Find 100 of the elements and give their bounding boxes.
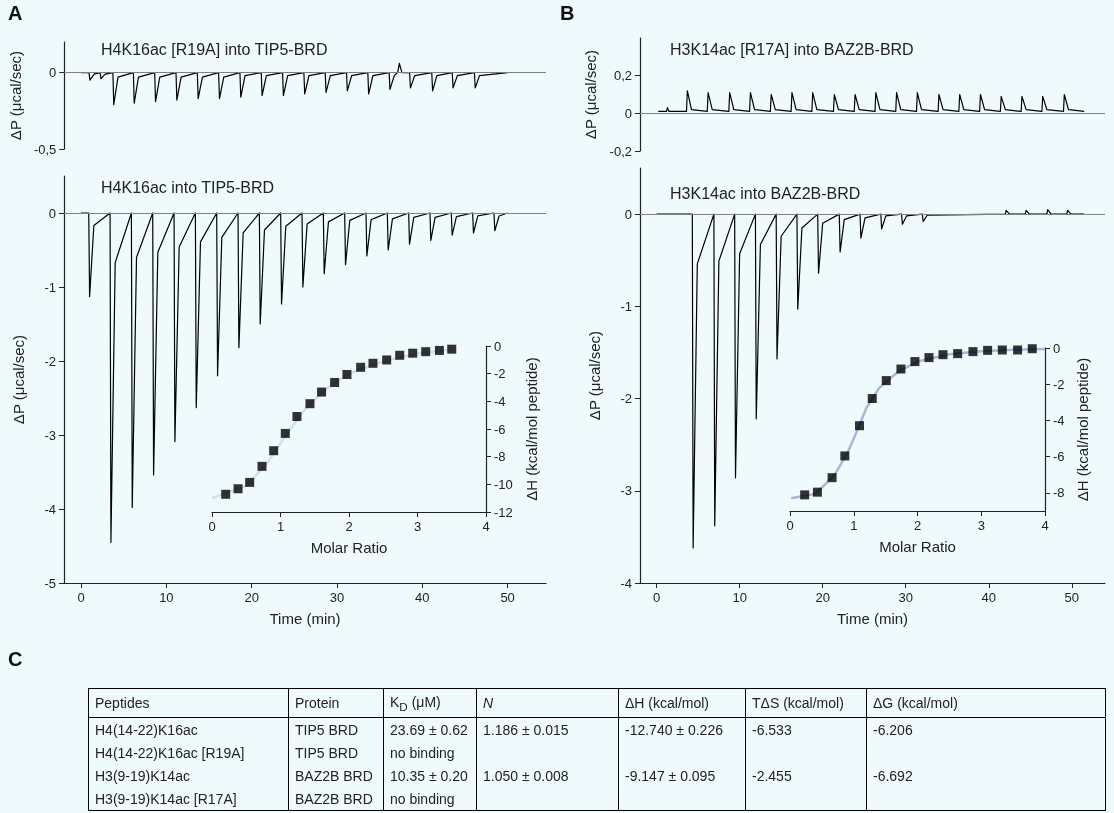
text: 1.050 ± 0.008 bbox=[483, 767, 569, 784]
text: -6.206 bbox=[873, 721, 913, 738]
y-tick-label: -4 bbox=[1053, 412, 1065, 428]
x-tick-label: 4 bbox=[482, 519, 490, 534]
x-tick-label: 0 bbox=[208, 519, 216, 534]
point bbox=[953, 349, 963, 359]
y-tick-label: -8 bbox=[494, 449, 506, 465]
text: 23.69 ± 0.62 bbox=[390, 721, 468, 738]
point bbox=[983, 345, 993, 355]
point bbox=[840, 451, 850, 461]
category-label: K$_{D}$ (μM) bbox=[383, 688, 477, 718]
y-tick-label: -8 bbox=[1053, 485, 1065, 501]
point bbox=[938, 350, 948, 360]
point bbox=[827, 473, 837, 483]
point bbox=[221, 489, 231, 499]
point bbox=[233, 484, 243, 494]
point bbox=[305, 399, 315, 409]
text: H3(9-19)K14ac bbox=[95, 767, 190, 784]
text: no binding bbox=[390, 744, 455, 761]
point bbox=[382, 355, 392, 365]
x-tick-label: 3 bbox=[977, 518, 985, 533]
y-tick-label: -4 bbox=[44, 501, 56, 517]
category-label: ΔG (kcal/mol) bbox=[866, 688, 1106, 718]
x-tick-label: 30 bbox=[898, 590, 913, 605]
chart-title: H4K16ac into TIP5-BRD bbox=[101, 178, 275, 196]
text: B bbox=[560, 2, 575, 25]
text: -12.740 ± 0.226 bbox=[625, 721, 723, 738]
x-tick-label: 4 bbox=[1041, 518, 1049, 533]
chart-title: H3K14ac [R17A] into BAZ2B-BRD bbox=[670, 40, 914, 58]
point bbox=[968, 347, 978, 357]
x-tick-label: 3 bbox=[413, 519, 422, 534]
category-label: ΔH (kcal/mol) bbox=[618, 688, 746, 718]
y-tick-label: -1 bbox=[620, 298, 632, 314]
point bbox=[924, 353, 934, 363]
x-axis-title: Time (min) bbox=[269, 610, 341, 627]
y-tick-label: -2 bbox=[1053, 376, 1065, 392]
category-label: N bbox=[476, 688, 619, 718]
point bbox=[342, 370, 352, 379]
y-tick-label: -0,5 bbox=[33, 141, 57, 157]
y-tick-label: -2 bbox=[44, 353, 56, 369]
x-tick-label: 1 bbox=[850, 518, 858, 533]
point bbox=[434, 345, 444, 355]
point bbox=[854, 421, 864, 431]
y-tick-label: -3 bbox=[44, 427, 56, 443]
text: H4(14-22)K16ac bbox=[95, 721, 198, 738]
y-tick-label: -6 bbox=[1053, 449, 1065, 465]
x-tick-label: 40 bbox=[415, 590, 430, 605]
point bbox=[292, 412, 302, 422]
y-tick-label: -4 bbox=[620, 575, 632, 591]
x-tick-label: 0 bbox=[786, 518, 794, 533]
y-tick-label: 0 bbox=[49, 65, 57, 81]
text: BAZ2B BRD bbox=[295, 767, 373, 784]
text: A bbox=[8, 2, 23, 25]
point bbox=[910, 357, 920, 367]
y-tick-label: -10 bbox=[494, 476, 513, 492]
category-label: TΔS (kcal/mol) bbox=[745, 688, 867, 718]
y-tick-label: -3 bbox=[620, 483, 632, 499]
text: -6.533 bbox=[752, 721, 792, 738]
y-tick-label: 0,2 bbox=[613, 68, 632, 84]
y-axis-title: ΔP (μcal/sec) bbox=[586, 330, 603, 421]
point bbox=[368, 358, 378, 368]
y-axis-title: ΔH (kcal/mol peptide) bbox=[522, 357, 540, 501]
point bbox=[269, 446, 279, 456]
y-tick-label: -5 bbox=[44, 575, 56, 591]
text: 10.35 ± 0.20 bbox=[390, 767, 468, 784]
text: TIP5 BRD bbox=[295, 721, 359, 738]
text: no binding bbox=[390, 790, 455, 807]
y-tick-label: 0 bbox=[1053, 340, 1061, 356]
text: H3(9-19)K14ac [R17A] bbox=[95, 790, 237, 807]
y-tick-label: 0 bbox=[494, 338, 502, 354]
x-tick-label: 2 bbox=[345, 519, 353, 534]
x-tick-label: 10 bbox=[732, 590, 747, 605]
x-tick-label: 20 bbox=[244, 590, 259, 605]
x-tick-label: 20 bbox=[815, 590, 830, 605]
y-axis-title: ΔP (μcal/sec) bbox=[582, 49, 599, 140]
point bbox=[896, 364, 906, 374]
text: H3K14ac into BAZ2B-BRD bbox=[670, 184, 861, 202]
point bbox=[395, 350, 405, 360]
point bbox=[245, 477, 255, 487]
text: -9.147 ± 0.095 bbox=[625, 767, 716, 784]
x-axis-title: Molar Ratio bbox=[879, 538, 956, 555]
y-tick-label: 0 bbox=[48, 205, 56, 221]
y-tick-label: -6 bbox=[494, 421, 506, 437]
point bbox=[317, 387, 327, 397]
x-tick-label: 50 bbox=[500, 590, 515, 605]
x-tick-label: 1 bbox=[276, 519, 285, 534]
point bbox=[330, 378, 340, 388]
text: BAZ2B BRD bbox=[295, 790, 373, 807]
text: H4(14-22)K16ac [R19A] bbox=[95, 744, 245, 761]
y-tick-label: -4 bbox=[494, 393, 506, 409]
y-tick-label: -0,2 bbox=[609, 143, 632, 159]
x-tick-label: 40 bbox=[981, 590, 996, 605]
point bbox=[280, 428, 290, 438]
category-label: Peptides bbox=[88, 688, 289, 718]
y-tick-label: -2 bbox=[620, 391, 632, 407]
line-series bbox=[657, 90, 1085, 113]
x-tick-label: 0 bbox=[77, 590, 85, 605]
point bbox=[881, 376, 891, 386]
point bbox=[812, 487, 822, 497]
point bbox=[408, 348, 418, 358]
